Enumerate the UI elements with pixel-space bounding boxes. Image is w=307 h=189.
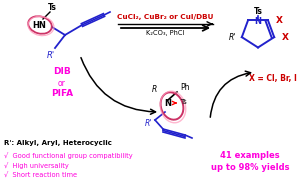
Text: K₂CO₃, PhCl: K₂CO₃, PhCl [146, 30, 184, 36]
Text: X = Cl, Br, I: X = Cl, Br, I [249, 74, 297, 83]
Text: HN: HN [32, 20, 46, 29]
FancyArrowPatch shape [81, 58, 156, 114]
Text: Ph: Ph [180, 83, 190, 91]
Text: √  Good functional group compatibility: √ Good functional group compatibility [4, 153, 133, 159]
Text: Ts: Ts [180, 99, 186, 105]
FancyArrowPatch shape [210, 71, 251, 117]
Text: √  Short reaction time: √ Short reaction time [4, 173, 77, 179]
Text: R': R' [47, 50, 55, 60]
Text: DIB: DIB [53, 67, 71, 77]
Text: or: or [58, 78, 66, 88]
Text: X: X [282, 33, 289, 42]
Text: PIFA: PIFA [51, 90, 73, 98]
Text: CuCl₂, CuBr₂ or CuI/DBU: CuCl₂, CuBr₂ or CuI/DBU [117, 14, 213, 20]
Text: R': R' [144, 119, 152, 129]
Text: 41 examples: 41 examples [220, 150, 280, 160]
Text: Ts: Ts [254, 8, 262, 16]
Text: N: N [255, 18, 262, 26]
Text: R: R [151, 85, 157, 94]
Text: Ts: Ts [48, 4, 56, 12]
Text: up to 98% yields: up to 98% yields [211, 163, 289, 171]
Text: √  High universality: √ High universality [4, 163, 69, 169]
Text: R': R' [228, 33, 236, 42]
Text: X: X [276, 16, 283, 25]
Text: R': Alkyl, Aryl, Heterocyclic: R': Alkyl, Aryl, Heterocyclic [4, 140, 112, 146]
Text: N: N [165, 99, 172, 108]
